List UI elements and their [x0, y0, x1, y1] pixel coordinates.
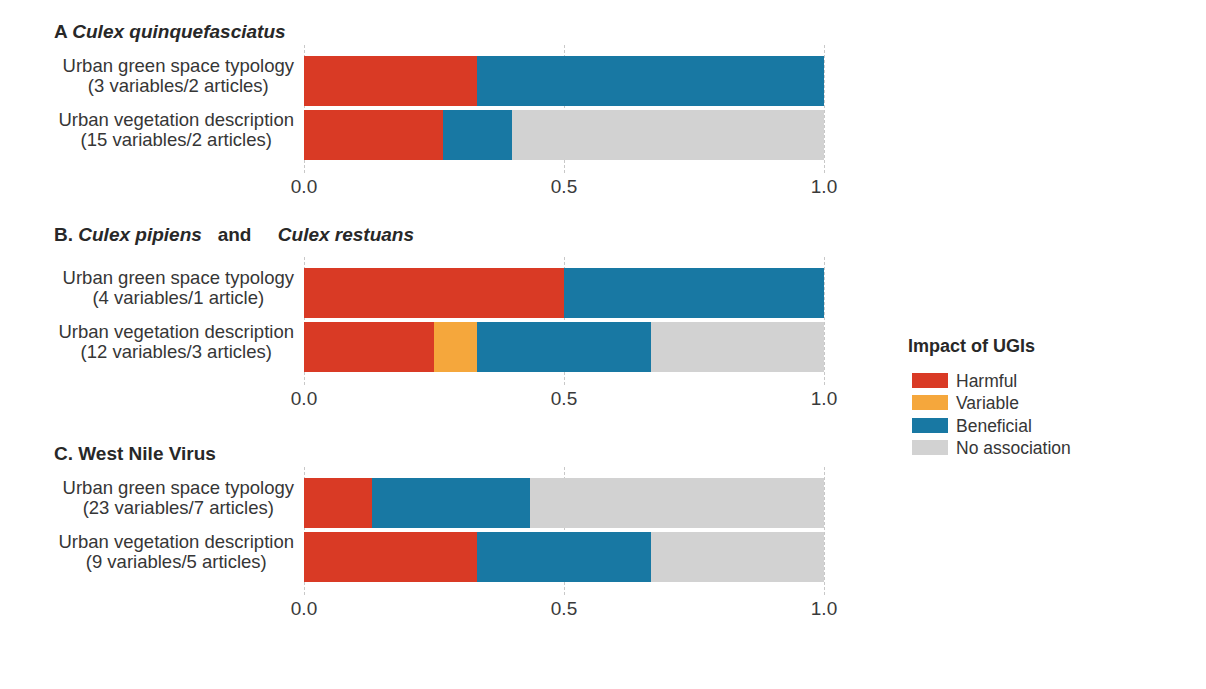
bar-segment-harmful — [304, 56, 477, 106]
bar-row-B-0 — [304, 268, 824, 318]
x-tick-label: 1.0 — [794, 389, 854, 409]
category-label: Urban green space typology(4 variables/1… — [63, 268, 294, 308]
bar-row-A-0 — [304, 56, 824, 106]
category-label-line: (3 variables/2 articles) — [63, 76, 294, 96]
bar-segment-beneficial — [443, 110, 512, 160]
bar-row-A-1 — [304, 110, 824, 160]
bar-segment-beneficial — [372, 478, 530, 528]
bar-segment-harmful — [304, 322, 434, 372]
panel-title-part: Culex restuans — [278, 224, 414, 245]
panel-title-part: C. West Nile Virus — [54, 443, 216, 464]
bar-segment-harmful — [304, 478, 372, 528]
x-tick-label: 1.0 — [794, 599, 854, 619]
category-label: Urban vegetation description(15 variable… — [58, 110, 294, 150]
category-label-line: (15 variables/2 articles) — [58, 130, 294, 150]
x-tick-label: 0.5 — [534, 389, 594, 409]
category-label-line: Urban green space typology — [63, 56, 294, 76]
category-label: Urban green space typology(23 variables/… — [63, 478, 294, 518]
bar-row-B-1 — [304, 322, 824, 372]
bar-segment-no-association — [512, 110, 824, 160]
x-tick-label: 0.5 — [534, 599, 594, 619]
legend-swatch-variable — [912, 395, 948, 410]
x-tick-label: 1.0 — [794, 177, 854, 197]
bar-segment-harmful — [304, 110, 443, 160]
category-label-line: Urban vegetation description — [58, 532, 294, 552]
panel-B-title: B. Culex pipiens and Culex restuans — [54, 225, 414, 245]
legend-label-beneficial: Beneficial — [956, 416, 1032, 436]
bar-segment-no-association — [651, 532, 824, 582]
category-label-line: (23 variables/7 articles) — [63, 498, 294, 518]
legend-swatch-beneficial — [912, 418, 948, 433]
panel-title-part: Culex pipiens — [78, 224, 202, 245]
category-label-line: (4 variables/1 article) — [63, 288, 294, 308]
bar-segment-harmful — [304, 268, 564, 318]
panel-title-part: A — [54, 21, 72, 42]
legend-label-no-association: No association — [956, 438, 1071, 458]
panel-C-title: C. West Nile Virus — [54, 444, 216, 464]
category-label: Urban vegetation description(9 variables… — [58, 532, 294, 572]
legend-label-variable: Variable — [956, 393, 1019, 413]
category-label-line: (12 variables/3 articles) — [58, 342, 294, 362]
bar-segment-harmful — [304, 532, 477, 582]
bar-segment-variable — [434, 322, 477, 372]
category-label-line: Urban green space typology — [63, 268, 294, 288]
category-label-line: Urban vegetation description — [58, 110, 294, 130]
bar-segment-beneficial — [477, 532, 650, 582]
figure-canvas: A Culex quinquefasciatus 0.0 0.5 1.0 Urban g… — [0, 0, 1206, 689]
panel-title-part: Culex quinquefasciatus — [72, 21, 285, 42]
grid-line — [824, 45, 825, 173]
bar-segment-no-association — [651, 322, 824, 372]
category-label: Urban vegetation description(12 variable… — [58, 322, 294, 362]
legend-label-harmful: Harmful — [956, 371, 1017, 391]
grid-line — [824, 467, 825, 595]
bar-row-C-1 — [304, 532, 824, 582]
x-tick-label: 0.0 — [274, 177, 334, 197]
panel-A-title: A Culex quinquefasciatus — [54, 22, 286, 42]
grid-line — [824, 257, 825, 385]
category-label: Urban green space typology(3 variables/2… — [63, 56, 294, 96]
x-tick-label: 0.0 — [274, 389, 334, 409]
x-tick-label: 0.0 — [274, 599, 334, 619]
panel-title-part: B. — [54, 224, 78, 245]
legend-swatch-no-association — [912, 440, 948, 455]
bar-segment-beneficial — [564, 268, 824, 318]
category-label-line: (9 variables/5 articles) — [58, 552, 294, 572]
category-label-line: Urban green space typology — [63, 478, 294, 498]
bar-row-C-0 — [304, 478, 824, 528]
bar-segment-beneficial — [477, 56, 824, 106]
bar-segment-beneficial — [477, 322, 650, 372]
category-label-line: Urban vegetation description — [58, 322, 294, 342]
x-tick-label: 0.5 — [534, 177, 594, 197]
legend-swatch-harmful — [912, 373, 948, 388]
legend-title: Impact of UGIs — [908, 336, 1035, 356]
bar-segment-no-association — [530, 478, 824, 528]
panel-title-part: and — [202, 224, 278, 245]
